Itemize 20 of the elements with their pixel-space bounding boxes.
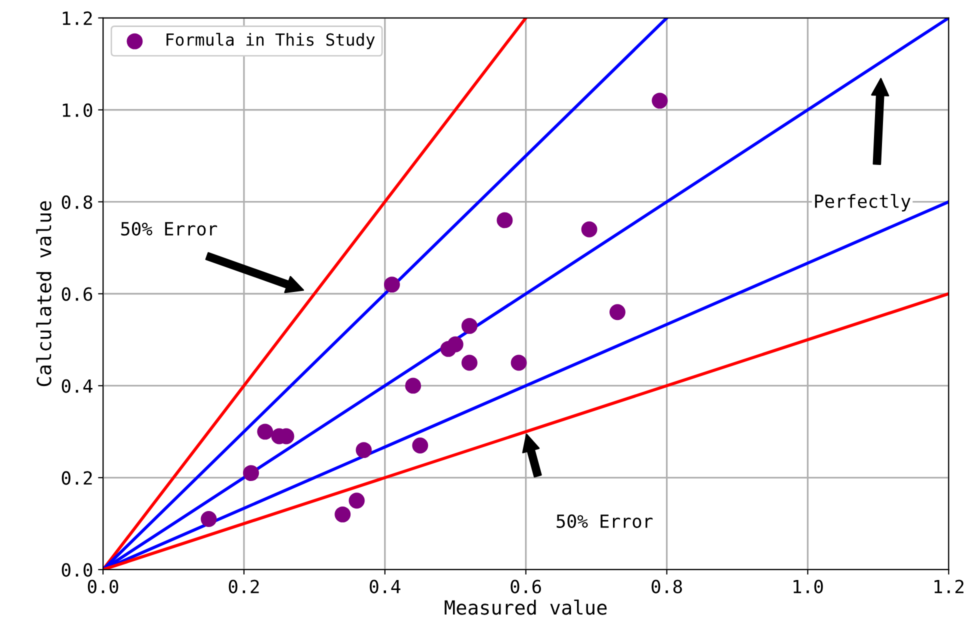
y-tick-label: 1.2 <box>62 11 92 25</box>
y-tick-label: 0.8 <box>62 195 92 209</box>
y-tick-label: 0.6 <box>62 287 92 301</box>
x-tick-label: 0.6 <box>510 580 541 594</box>
y-tick-label: 1.0 <box>62 103 92 118</box>
y-tick-label: 0.2 <box>62 471 92 485</box>
x-axis-title: Measured value <box>444 600 607 615</box>
x-tick-label: 1.0 <box>794 580 823 594</box>
y-tick-label: 0.4 <box>62 379 92 393</box>
x-tick-label: 0.0 <box>88 580 118 594</box>
x-tick-label: 0.2 <box>228 580 259 594</box>
x-tick-label: 1.2 <box>934 580 964 594</box>
x-tick-label: 0.4 <box>370 580 400 594</box>
legend-label: Formula in This Study <box>166 32 375 50</box>
annotation: 50% Error <box>556 514 653 528</box>
annotation: Perfectly <box>815 194 910 212</box>
y-axis-title: Calculated value <box>36 201 52 386</box>
annotation: 50% Error <box>121 222 218 236</box>
y-tick-label: 0.0 <box>62 563 92 577</box>
x-tick-label: 0.8 <box>652 580 682 594</box>
